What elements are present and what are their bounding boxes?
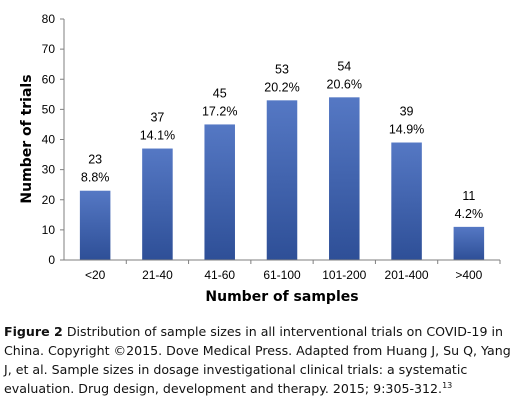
bar-value-label: 37 xyxy=(150,111,164,125)
bar-value-label: 23 xyxy=(88,153,102,167)
x-tick-label: <20 xyxy=(85,268,106,282)
bar-value-label: 54 xyxy=(337,59,351,73)
y-tick-label: 0 xyxy=(48,253,55,267)
y-tick-label: 60 xyxy=(42,72,56,86)
x-tick-label: 61-100 xyxy=(263,268,301,282)
bar-percent-label: 20.6% xyxy=(327,77,362,91)
bar xyxy=(391,142,422,260)
y-tick-label: 80 xyxy=(42,12,56,26)
y-axis-title: Number of trials xyxy=(19,74,35,203)
caption-text: Distribution of sample sizes in all inte… xyxy=(4,324,511,396)
y-tick-label: 40 xyxy=(42,133,56,147)
x-tick-label: 41-60 xyxy=(204,268,235,282)
bar-percent-label: 14.1% xyxy=(140,129,175,143)
x-tick-label: 201-400 xyxy=(385,268,429,282)
bar-percent-label: 8.8% xyxy=(81,171,110,185)
bar xyxy=(329,97,360,260)
y-tick-label: 30 xyxy=(42,163,56,177)
x-tick-label: 21-40 xyxy=(142,268,173,282)
bar-percent-label: 14.9% xyxy=(389,123,424,137)
y-tick-label: 10 xyxy=(42,223,56,237)
y-tick-label: 50 xyxy=(42,102,56,116)
bar-value-label: 53 xyxy=(275,62,289,76)
bar xyxy=(79,190,111,260)
bar xyxy=(453,226,485,260)
bar-percent-label: 17.2% xyxy=(202,104,237,118)
figure-label: Figure 2 xyxy=(4,324,63,339)
x-tick-label: >400 xyxy=(455,268,482,282)
bar-chart: 0 10 20 30 40 50 60 70 80 23 8.8% 37 14.1% 45 17.2% 53… xyxy=(19,12,501,305)
bar xyxy=(142,148,173,260)
figure-caption: Figure 2 Distribution of sample sizes in… xyxy=(4,322,518,398)
bar-value-label: 39 xyxy=(400,105,414,119)
bar-value-label: 11 xyxy=(462,189,475,203)
x-tick-label: 101-200 xyxy=(322,268,366,282)
bar-value-label: 45 xyxy=(213,86,227,100)
x-axis-title: Number of samples xyxy=(205,289,358,305)
y-tick-label: 20 xyxy=(42,193,56,207)
bar xyxy=(266,100,298,261)
y-tick-label: 70 xyxy=(42,42,56,56)
bar-percent-label: 20.2% xyxy=(264,80,299,94)
caption-reference: 13 xyxy=(442,380,453,390)
bar-percent-label: 4.2% xyxy=(455,207,484,221)
bar xyxy=(204,124,235,260)
